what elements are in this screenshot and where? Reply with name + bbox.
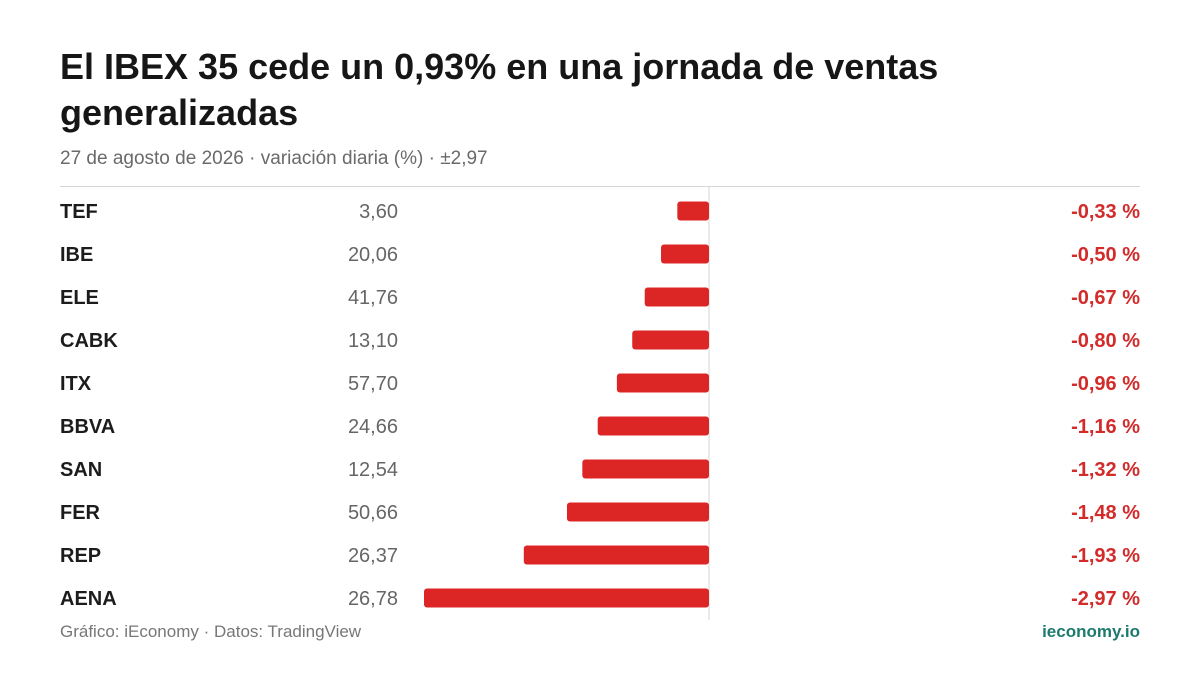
price-label: 26,78 xyxy=(348,588,398,610)
category-label: CABK xyxy=(60,330,118,352)
category-label: IBE xyxy=(60,244,93,266)
page-title: El IBEX 35 cede un 0,93% en una jornada … xyxy=(60,46,939,133)
price-label: 26,37 xyxy=(348,545,398,567)
chart-subtitle: 27 de agosto de 2026 · variación diaria … xyxy=(60,148,488,169)
bar xyxy=(661,244,709,264)
price-label: 3,60 xyxy=(359,201,398,223)
bar xyxy=(632,330,709,350)
category-label: BBVA xyxy=(60,416,115,438)
bar xyxy=(523,545,709,565)
bar xyxy=(644,287,709,307)
category-label: FER xyxy=(60,502,101,524)
bar xyxy=(582,459,709,479)
category-label: TEF xyxy=(60,201,98,223)
data-label: -2,97 % xyxy=(1071,588,1140,610)
data-label: -0,80 % xyxy=(1071,330,1140,352)
bar-chart-svg: TEF 3,60 -0,33 % IBE 20,06 -0,50 % ELE 41,76 -0,… xyxy=(60,187,1140,620)
data-label: -0,96 % xyxy=(1071,373,1140,395)
bar-chart: TEF 3,60 -0,33 % IBE 20,06 -0,50 % ELE 41,76 -0,… xyxy=(0,187,1200,620)
bar xyxy=(616,373,709,393)
price-label: 50,66 xyxy=(348,502,398,524)
category-label: REP xyxy=(60,545,101,567)
category-label: ITX xyxy=(60,373,92,395)
price-label: 57,70 xyxy=(348,373,398,395)
bar xyxy=(677,201,709,221)
brand-link[interactable]: ieconomy.io xyxy=(1042,622,1140,641)
bar xyxy=(424,588,709,608)
header-divider xyxy=(60,186,1140,187)
price-label: 20,06 xyxy=(348,244,398,266)
price-label: 24,66 xyxy=(348,416,398,438)
bar xyxy=(566,502,709,522)
data-label: -0,33 % xyxy=(1071,201,1140,223)
price-label: 12,54 xyxy=(348,459,398,481)
data-label: -0,67 % xyxy=(1071,287,1140,309)
data-label: -1,93 % xyxy=(1071,545,1140,567)
price-label: 13,10 xyxy=(348,330,398,352)
category-label: ELE xyxy=(60,287,99,309)
data-label: -1,16 % xyxy=(1071,416,1140,438)
source-credit: Gráfico: iEconomy · Datos: TradingView xyxy=(60,622,362,641)
category-label: SAN xyxy=(60,459,102,481)
price-label: 41,76 xyxy=(348,287,398,309)
data-label: -1,48 % xyxy=(1071,502,1140,524)
data-label: -1,32 % xyxy=(1071,459,1140,481)
data-label: -0,50 % xyxy=(1071,244,1140,266)
category-label: AENA xyxy=(60,588,117,610)
bar xyxy=(597,416,709,436)
